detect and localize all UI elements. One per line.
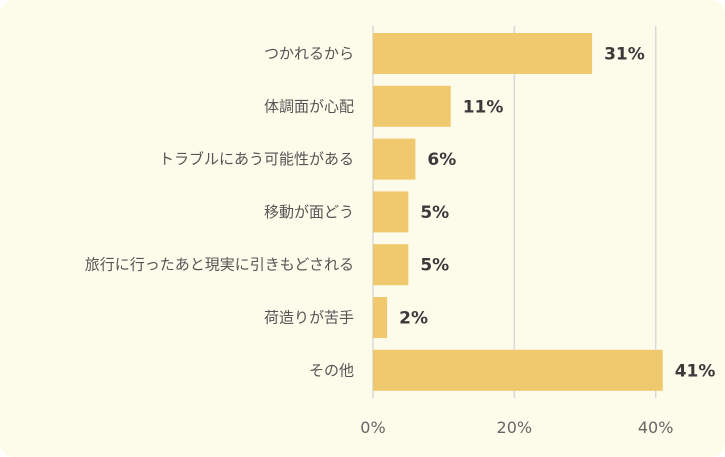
- x-axis-ticks: 0% 20% 40%: [360, 418, 673, 437]
- bar: [373, 138, 416, 180]
- category-label: 体調面が心配: [264, 97, 354, 115]
- bar: [373, 191, 409, 233]
- category-label: 旅行に行ったあと現実に引きもどされる: [85, 256, 354, 274]
- category-label: つかれるから: [264, 45, 354, 63]
- bar: [373, 85, 451, 127]
- x-tick-label: 0%: [360, 418, 385, 437]
- x-tick-label: 20%: [497, 418, 533, 437]
- category-label: 移動が面どう: [264, 203, 354, 221]
- value-label: 11%: [463, 97, 504, 117]
- category-label: その他: [309, 361, 354, 379]
- value-label: 6%: [427, 150, 456, 170]
- value-label: 5%: [420, 203, 449, 223]
- category-label: トラブルにあう可能性がある: [159, 150, 354, 168]
- x-tick-label: 40%: [638, 418, 674, 437]
- category-label: 荷造りが苦手: [264, 309, 354, 327]
- value-label: 31%: [604, 45, 645, 65]
- bar: [373, 297, 388, 338]
- grid-lines: [372, 26, 657, 398]
- bar: [373, 33, 593, 74]
- value-label: 5%: [420, 256, 449, 276]
- value-labels: 31% 11% 6% 5% 5% 2% 41%: [399, 45, 715, 382]
- bars: [373, 33, 663, 391]
- bar: [373, 349, 663, 391]
- value-label: 41%: [675, 361, 716, 381]
- category-labels: つかれるから体調面が心配トラブルにあう可能性がある移動が面どう旅行に行ったあと現…: [85, 45, 354, 380]
- bar: [373, 244, 409, 286]
- value-label: 2%: [399, 309, 428, 329]
